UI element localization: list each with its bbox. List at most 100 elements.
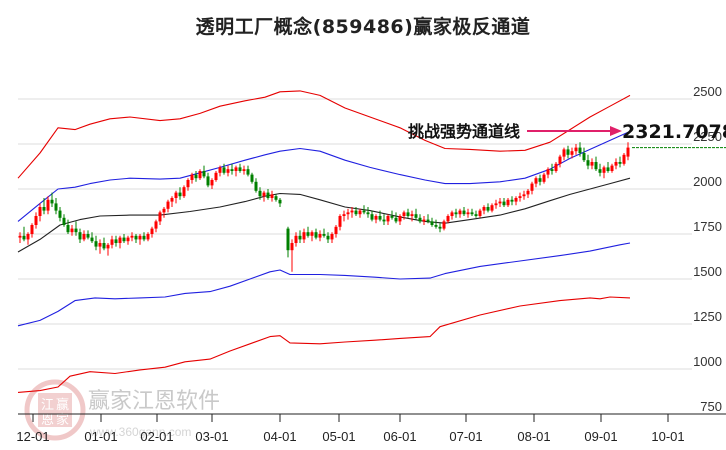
candle-body	[522, 194, 526, 197]
candle-body	[278, 199, 282, 204]
candle-body	[302, 232, 306, 240]
watermark-seal-ring	[24, 379, 86, 441]
candle-body	[126, 237, 130, 242]
candle-body	[74, 228, 78, 233]
candle-body	[298, 235, 302, 240]
y-axis: 2500 2250 2000 1750 1500 1250 1000 750	[693, 84, 722, 414]
candle-body	[350, 210, 354, 213]
candle-body	[38, 207, 42, 216]
y-tick-label: 1500	[693, 264, 722, 279]
x-tick-label: 10-01	[651, 429, 684, 444]
candle-body	[314, 232, 318, 238]
candle-body	[530, 183, 534, 191]
candle-body	[514, 198, 518, 202]
candle-body	[26, 234, 30, 240]
x-tick-label: 04-01	[263, 429, 296, 444]
candle-body	[326, 235, 330, 240]
candle-body	[106, 244, 110, 249]
candle-body	[606, 167, 610, 171]
y-tick-label: 2000	[693, 174, 722, 189]
candle-body	[438, 226, 442, 229]
candle-body	[406, 212, 410, 216]
candle-body	[22, 235, 26, 240]
candle-body	[66, 225, 70, 233]
candle-body	[102, 243, 106, 249]
lower_inner-line	[17, 242, 631, 327]
candle-body	[218, 167, 222, 173]
candle-body	[206, 176, 210, 186]
candle-body	[58, 210, 62, 218]
x-tick-label: 08-01	[517, 429, 550, 444]
y-tick-label: 1250	[693, 309, 722, 324]
candle-body	[570, 151, 574, 155]
candle-body	[162, 208, 166, 213]
candle-body	[178, 192, 182, 197]
candle-body	[446, 216, 450, 222]
candle-body	[274, 196, 278, 200]
watermark-seal-char: 家	[56, 412, 69, 427]
candle-body	[134, 235, 138, 240]
candle-body	[506, 199, 510, 206]
candle-body	[54, 203, 58, 211]
candle-body	[482, 207, 486, 211]
candle-body	[290, 243, 294, 251]
candle-body	[474, 214, 478, 216]
candle-body	[510, 199, 514, 202]
y-tick-label: 1000	[693, 354, 722, 369]
candle-body	[42, 207, 46, 211]
upper_inner-line	[17, 130, 631, 222]
candle-body	[198, 171, 202, 179]
watermark-url: www.360gann.com	[89, 425, 191, 439]
candle-body	[470, 212, 474, 215]
watermark: 江 赢 恩 家 赢家江恩软件 www.360gann.com	[24, 379, 220, 441]
x-tick-label: 07-01	[449, 429, 482, 444]
candle-body	[194, 174, 198, 179]
candle-body	[598, 169, 602, 173]
candle-body	[306, 232, 310, 236]
y-tick-label: 2250	[693, 129, 722, 144]
candle-body	[138, 235, 142, 240]
watermark-seal	[38, 393, 72, 427]
candle-body	[494, 203, 498, 206]
candle-body	[130, 235, 134, 238]
candle-body	[426, 219, 430, 222]
gridlines	[18, 98, 692, 370]
candle-body	[418, 217, 422, 222]
candle-body	[450, 212, 454, 216]
watermark-seal-char: 恩	[41, 412, 54, 427]
candle-body	[18, 235, 22, 238]
candle-body	[322, 234, 326, 236]
annotation-value: 2321.7078	[622, 121, 726, 143]
candle-body	[462, 210, 466, 215]
candle-body	[594, 162, 598, 170]
candle-body	[534, 178, 538, 184]
candle-body	[214, 172, 218, 180]
candle-body	[414, 214, 418, 218]
candle-body	[174, 192, 178, 198]
candle-body	[338, 216, 342, 227]
candle-body	[294, 235, 298, 243]
upper_outer-line	[17, 90, 631, 179]
annotation-label: 挑战强势通道线	[408, 122, 520, 141]
price-candles	[18, 142, 630, 272]
candle-body	[118, 237, 122, 243]
x-tick-label: 05-01	[322, 429, 355, 444]
candle-body	[498, 201, 502, 204]
candle-body	[98, 243, 102, 247]
candle-body	[590, 162, 594, 166]
candle-body	[46, 199, 50, 211]
candle-body	[566, 149, 570, 155]
candle-body	[430, 221, 434, 225]
annotation: 挑战强势通道线 2321.7078	[408, 121, 726, 143]
candle-body	[190, 174, 194, 180]
candle-body	[238, 167, 242, 171]
candle-body	[262, 192, 266, 197]
candle-body	[242, 169, 246, 171]
candle-body	[30, 225, 34, 234]
candle-body	[546, 169, 550, 175]
candle-body	[550, 169, 554, 171]
candle-body	[246, 169, 250, 175]
watermark-seal-char: 赢	[56, 397, 69, 412]
candle-body	[394, 217, 398, 222]
candle-body	[202, 171, 206, 177]
